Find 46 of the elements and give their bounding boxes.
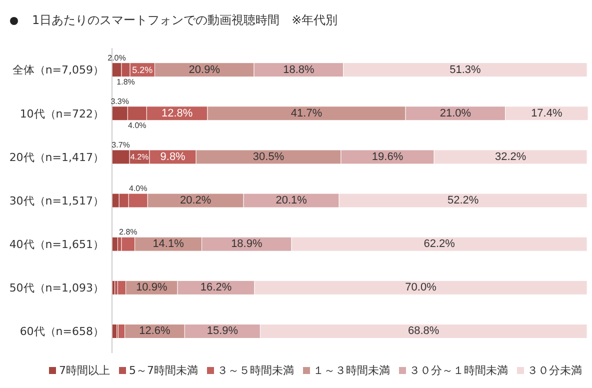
data-label: 5.2% xyxy=(132,64,153,75)
legend-label: ３～５時間未満 xyxy=(216,363,294,378)
data-label: 20.1% xyxy=(276,194,308,207)
data-label: 18.8% xyxy=(283,64,314,76)
data-label: 15.9% xyxy=(206,325,238,338)
data-label: 12.8% xyxy=(161,107,193,120)
legend-label: 7時間以上 xyxy=(58,363,110,378)
y-tick-label: 50代（n=1,093） xyxy=(9,282,104,295)
data-label: 19.6% xyxy=(372,150,404,163)
data-label: 4.0% xyxy=(128,120,146,130)
data-label: 2.0% xyxy=(108,53,126,62)
data-label: 62.2% xyxy=(424,238,456,250)
data-label: 30.5% xyxy=(252,150,284,163)
y-tick-label: 20代（n=1,417） xyxy=(9,150,104,164)
data-label: 32.2% xyxy=(494,150,526,163)
data-label: 18.9% xyxy=(231,238,262,250)
y-tick-label: 40代（n=1,651） xyxy=(9,238,104,251)
data-label: 2.8% xyxy=(119,228,138,237)
y-tick-label: 10代（n=722） xyxy=(20,107,104,120)
data-label: 70.0% xyxy=(405,282,437,294)
data-label: 9.8% xyxy=(160,150,186,163)
data-label: 1.8% xyxy=(116,77,135,86)
data-label: 20.2% xyxy=(180,194,212,207)
data-label: 41.7% xyxy=(290,107,322,120)
data-label: 10.9% xyxy=(136,282,168,294)
data-label: 20.9% xyxy=(188,64,220,76)
y-tick-label: 60代（n=658） xyxy=(20,325,104,338)
data-label: 16.2% xyxy=(200,282,232,294)
data-label: 4.2% xyxy=(130,152,149,162)
data-label: 12.6% xyxy=(139,325,171,338)
y-tick-label: 全体（n=7,059） xyxy=(12,64,104,77)
legend-label: １～３時間未満 xyxy=(312,363,390,378)
data-label: 4.0% xyxy=(129,184,148,194)
chart-title: 1日あたりのスマートフォンでの動画視聴時間 ※年代別 xyxy=(32,12,338,29)
y-tick-label: 30代（n=1,517） xyxy=(9,194,104,208)
data-label: 17.4% xyxy=(531,107,562,120)
data-label: 52.2% xyxy=(447,194,479,207)
data-label: 51.3% xyxy=(450,64,482,76)
data-label: 21.0% xyxy=(440,107,472,120)
legend-label: ３０分未満 xyxy=(526,363,582,378)
legend-label: ３０分～１時間未満 xyxy=(408,363,508,378)
data-label: 3.7% xyxy=(112,140,130,150)
data-label: 68.8% xyxy=(408,325,440,338)
data-label: 14.1% xyxy=(152,238,184,250)
legend-label: 5～7時間未満 xyxy=(128,363,198,378)
data-label: 3.3% xyxy=(110,96,129,106)
